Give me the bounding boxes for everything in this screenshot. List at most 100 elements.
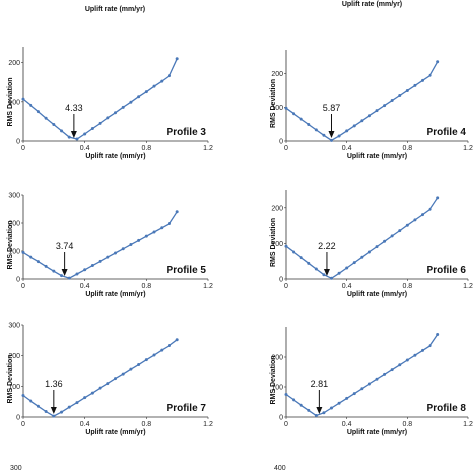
data-point: [428, 73, 432, 77]
y-tick-label: 200: [8, 221, 20, 228]
data-point: [52, 123, 56, 127]
x-tick-label: 1.2: [203, 145, 213, 152]
data-point: [367, 114, 371, 118]
data-point: [398, 363, 402, 367]
data-point: [307, 122, 311, 126]
y-tick-label: 200: [8, 353, 20, 360]
data-point: [129, 367, 133, 371]
data-point: [83, 396, 87, 400]
data-point: [367, 250, 371, 254]
data-point: [137, 238, 141, 242]
x-tick-label: 0.8: [141, 145, 151, 152]
data-point: [29, 103, 33, 107]
x-tick-label: 0.4: [342, 283, 352, 290]
data-point: [60, 410, 64, 414]
y-axis-label: RMS Deviation: [270, 218, 277, 267]
data-point: [330, 138, 333, 142]
data-point: [90, 264, 94, 268]
series-line: [22, 58, 178, 140]
data-point: [436, 60, 440, 64]
data-point: [337, 271, 341, 275]
chart-panel-7: 0 100 200 300 0 0.4 0.8 1.2 Uplift rate (mm/yr) R…: [7, 323, 213, 437]
data-point: [398, 229, 402, 233]
x-axis-label: Uplift rate (mm/yr): [347, 429, 407, 436]
data-point: [144, 358, 148, 362]
y-axis-label: RMS Deviation: [270, 355, 277, 404]
data-point: [44, 409, 48, 413]
data-point: [360, 387, 364, 391]
data-point: [106, 116, 110, 120]
profile-label: Profile 7: [167, 403, 207, 414]
data-point: [83, 132, 87, 136]
data-point: [75, 272, 79, 276]
data-point: [383, 372, 387, 376]
data-point: [167, 344, 171, 348]
data-point: [106, 255, 110, 259]
data-point: [175, 210, 179, 214]
data-point: [383, 104, 387, 108]
x-tick-label: 1.2: [463, 421, 473, 428]
data-point: [29, 255, 33, 259]
data-point: [114, 111, 117, 115]
y-tick-label: 100: [271, 105, 283, 112]
y-axis-label: RMS Deviation: [7, 77, 14, 126]
data-point: [345, 129, 349, 133]
data-point: [90, 391, 94, 395]
data-point: [175, 57, 179, 61]
data-point: [421, 213, 424, 217]
data-point: [44, 116, 48, 120]
data-point: [60, 274, 64, 278]
annotation-value: 3.74: [56, 241, 74, 251]
x-tick-label: 0: [284, 421, 288, 428]
data-point: [129, 100, 133, 104]
data-point: [360, 119, 364, 123]
data-point: [375, 245, 379, 249]
data-point: [375, 377, 379, 381]
series-line: [285, 61, 439, 142]
annotation-value: 2.81: [311, 379, 329, 389]
x-tick-label: 0.8: [141, 421, 151, 428]
annotation-arrow-head: [328, 131, 335, 138]
data-point: [21, 394, 25, 398]
data-point: [413, 353, 417, 357]
data-point: [322, 411, 326, 415]
data-point: [292, 398, 296, 402]
x-tick-label: 0: [21, 421, 25, 428]
x-tick-label: 1.2: [463, 283, 473, 290]
annotation-arrow-head: [61, 269, 68, 276]
data-point: [360, 255, 364, 259]
x-tick-label: 0.8: [141, 283, 151, 290]
data-point: [152, 353, 156, 357]
data-point: [292, 112, 296, 116]
data-point: [29, 399, 33, 403]
x-tick-label: 0.8: [402, 283, 412, 290]
data-point: [167, 222, 171, 226]
data-point: [44, 264, 48, 268]
y-tick-label: 0: [16, 139, 20, 146]
data-point: [428, 344, 432, 348]
data-point: [314, 128, 318, 132]
annotation-value: 4.33: [65, 103, 83, 113]
data-point: [421, 348, 424, 352]
data-point: [345, 396, 349, 400]
data-point: [314, 267, 318, 271]
data-point: [299, 256, 303, 260]
x-tick-label: 0.4: [342, 145, 352, 152]
x-tick-label: 0.4: [342, 421, 352, 428]
y-tick-label: 300: [8, 193, 20, 200]
data-point: [299, 117, 303, 121]
y-tick-label: 0: [279, 139, 283, 146]
x-tick-label: 0: [284, 145, 288, 152]
data-point: [114, 377, 117, 381]
series-line: [285, 197, 439, 280]
data-point: [284, 106, 288, 110]
data-point: [436, 333, 440, 336]
annotation-arrow-head: [323, 269, 330, 276]
x-axis-label: Uplift rate (mm/yr): [85, 153, 145, 160]
data-point: [175, 338, 179, 342]
chart-panel-4: 0 100 200 0 0.4 0.8 1.2 Uplift rate (mm/yr) RMS …: [270, 50, 473, 160]
data-point: [405, 88, 409, 92]
data-point: [284, 393, 288, 396]
y-axis-label: RMS Deviation: [7, 354, 14, 403]
